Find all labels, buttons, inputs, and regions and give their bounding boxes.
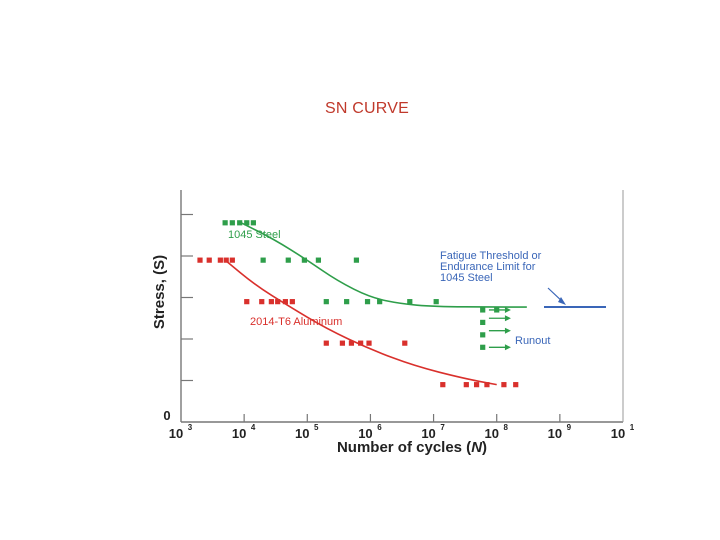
runout-arrow-head [504, 306, 511, 313]
data-point-aluminum [217, 257, 223, 263]
data-point-aluminum [484, 382, 490, 388]
data-point-aluminum [339, 340, 346, 346]
runout-label: Runout [515, 335, 550, 347]
fit-curves [224, 222, 527, 386]
x-tick-exponent: 1 [630, 423, 635, 432]
data-point-aluminum [366, 340, 372, 346]
data-point-steel [250, 220, 256, 226]
data-point-steel [344, 299, 350, 305]
data-point-aluminum [197, 257, 203, 263]
data-point-steel [480, 332, 486, 338]
aluminum-series-label: 2014-T6 Aluminum [250, 316, 342, 328]
chart-annotations: 1045 Steel 2014-T6 Aluminum Runout Fatigue … [228, 229, 606, 351]
data-point-steel [260, 257, 266, 263]
runout-arrow-head [504, 344, 511, 351]
data-point-steel [244, 220, 250, 226]
data-point-aluminum [348, 340, 355, 346]
x-tick-exponent: 7 [440, 423, 445, 432]
data-point-steel [480, 344, 486, 350]
x-tick-label: 10 [611, 426, 625, 441]
data-point-steel [377, 299, 383, 305]
x-tick-label: 10 [421, 426, 435, 441]
data-point-steel [433, 299, 439, 305]
x-tick-label: 10 [548, 426, 562, 441]
x-tick-exponent: 5 [314, 423, 319, 432]
x-tick-label: 10 [358, 426, 372, 441]
data-point-aluminum [244, 299, 250, 305]
chart-axes: 0 10 3 10 4 10 5 10 6 10 7 10 8 10 9 10 1 Number of cycle… [151, 190, 635, 456]
x-axis-label: Number of cycles (N) [337, 439, 487, 456]
x-tick-label: 10 [484, 426, 498, 441]
threshold-label-line: Fatigue Threshold or [440, 250, 542, 262]
data-point-steel [353, 257, 360, 263]
data-points [197, 220, 519, 388]
runout-arrow-head [504, 327, 511, 334]
data-point-steel [323, 299, 329, 305]
x-tick-exponent: 8 [503, 423, 508, 432]
x-tick-exponent: 9 [567, 423, 572, 432]
data-point-steel [237, 220, 243, 226]
data-point-steel [315, 257, 322, 263]
data-point-steel [364, 299, 371, 305]
data-point-steel [285, 257, 291, 263]
data-point-aluminum [206, 257, 212, 263]
runout-arrow-head [504, 315, 511, 322]
data-point-steel [480, 319, 486, 325]
data-point-aluminum [259, 299, 265, 305]
data-point-steel [480, 307, 486, 313]
x-tick-label: 10 [169, 426, 183, 441]
data-point-aluminum [501, 382, 507, 388]
data-point-aluminum [289, 299, 295, 305]
data-point-aluminum [229, 257, 235, 263]
x-tick-label: 10 [295, 426, 309, 441]
data-point-aluminum [440, 382, 446, 388]
threshold-label-line: Endurance Limit for [440, 261, 536, 273]
data-point-aluminum [275, 299, 281, 305]
x-tick-exponent: 3 [188, 423, 193, 432]
y-axis-label: Stress, (S) [151, 255, 168, 329]
data-point-steel [301, 257, 307, 263]
fit-curve-steel [240, 222, 527, 308]
threshold-label-line: 1045 Steel [440, 272, 493, 284]
data-point-aluminum [358, 340, 364, 346]
data-point-aluminum [323, 340, 329, 346]
slide-title: SN CURVE [325, 100, 409, 117]
steel-series-label: 1045 Steel [228, 229, 281, 241]
x-tick-exponent: 4 [251, 423, 256, 432]
x-tick-exponent: 6 [377, 423, 382, 432]
data-point-aluminum [513, 382, 519, 388]
fit-curve-aluminum [224, 259, 497, 386]
data-point-steel [407, 299, 413, 305]
data-point-aluminum [402, 340, 408, 346]
data-point-aluminum [268, 299, 274, 305]
data-point-aluminum [473, 382, 480, 388]
data-point-aluminum [463, 382, 469, 388]
threshold-pointer-head [558, 297, 566, 306]
data-point-aluminum [282, 299, 288, 305]
y-tick-label: 0 [163, 408, 170, 423]
data-point-aluminum [223, 257, 229, 263]
x-tick-label: 10 [232, 426, 246, 441]
data-point-steel [229, 220, 235, 226]
data-point-steel [222, 220, 228, 226]
